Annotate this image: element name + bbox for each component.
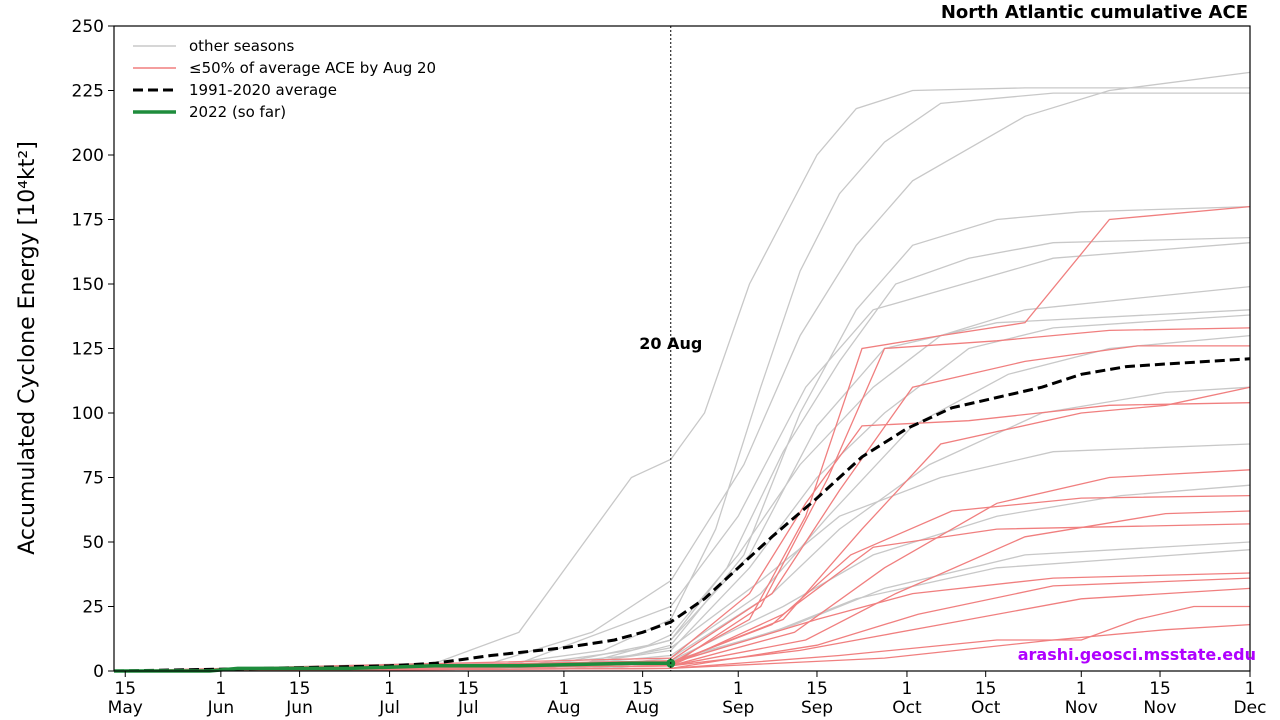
other-season-line-11 — [113, 484, 1251, 672]
low-season-line-13 — [113, 523, 1251, 672]
y-tick-label: 175 — [72, 211, 104, 231]
x-tick-month: Sep — [801, 698, 833, 718]
other-season-line-6 — [113, 285, 1251, 672]
x-tick-month: Jun — [285, 698, 313, 718]
x-tick-day: 15 — [806, 679, 828, 699]
low-season-line-12 — [113, 402, 1251, 672]
low-season-line-5 — [113, 469, 1251, 672]
y-tick-label: 100 — [72, 404, 104, 424]
x-tick-month: Nov — [1065, 698, 1098, 718]
legend-label-low: ≤50% of average ACE by Aug 20 — [189, 59, 436, 77]
other-seasons-series — [113, 71, 1251, 672]
x-tick-month: Jul — [457, 698, 479, 718]
x-tick-day: 15 — [1149, 679, 1171, 699]
x-tick-day: 15 — [632, 679, 654, 699]
x-tick-month: Oct — [892, 698, 922, 718]
low-season-line-10 — [113, 605, 1250, 672]
x-tick-month: Nov — [1143, 698, 1176, 718]
low-seasons-series — [113, 205, 1251, 672]
aug20-annotation: 20 Aug — [639, 334, 702, 353]
x-tick-day: 1 — [733, 679, 744, 699]
y-axis: 0 25 50 75 100 125 150 175 200 225 250 — [72, 17, 114, 682]
x-tick-month: Sep — [722, 698, 754, 718]
other-season-line-3 — [113, 71, 1251, 672]
other-season-line-1 — [113, 87, 1250, 672]
other-season-line-4 — [113, 205, 1251, 672]
legend: other seasons ≤50% of average ACE by Aug … — [133, 37, 436, 121]
x-tick-month: Oct — [971, 698, 1001, 718]
x-tick-day: 1 — [215, 679, 226, 699]
x-tick-day: 15 — [457, 679, 479, 699]
other-season-line-7 — [113, 314, 1251, 672]
legend-label-average: 1991-2020 average — [189, 81, 337, 99]
y-tick-label: 0 — [93, 662, 104, 682]
x-tick-day: 15 — [289, 679, 311, 699]
other-season-line-14 — [113, 242, 1251, 672]
x-tick-month: May — [108, 698, 143, 718]
low-season-line-2 — [113, 327, 1251, 672]
other-season-line-5 — [113, 236, 1251, 672]
x-tick-day: 1 — [558, 679, 569, 699]
legend-label-current: 2022 (so far) — [189, 103, 286, 121]
x-tick-day: 15 — [114, 679, 136, 699]
other-season-line-15 — [113, 309, 1251, 672]
y-tick-label: 150 — [72, 275, 104, 295]
x-tick-month: Jun — [207, 698, 235, 718]
y-tick-label: 125 — [72, 340, 104, 360]
low-season-line-1 — [113, 205, 1251, 672]
current-season-line — [114, 661, 671, 673]
low-season-line-3 — [113, 345, 1250, 672]
y-axis-label: Accumulated Cyclone Energy [10⁴kt²] — [15, 141, 40, 555]
x-tick-day: 15 — [975, 679, 997, 699]
chart-title: North Atlantic cumulative ACE — [941, 2, 1248, 23]
y-tick-label: 200 — [72, 146, 104, 166]
x-tick-day: 1 — [384, 679, 395, 699]
x-tick-month: Jul — [378, 698, 400, 718]
other-season-line-2 — [113, 92, 1250, 672]
y-tick-label: 75 — [82, 469, 104, 489]
x-axis: 15May1Jun15Jun1Jul15Jul1Aug15Aug1Sep15Se… — [108, 671, 1267, 718]
average-line — [113, 357, 1251, 673]
x-tick-day: 1 — [1076, 679, 1087, 699]
average-series — [113, 357, 1251, 673]
y-tick-label: 25 — [82, 598, 104, 618]
x-tick-month: Aug — [626, 698, 659, 718]
low-season-line-11 — [113, 623, 1251, 672]
y-tick-label: 50 — [82, 533, 104, 553]
x-tick-month: Aug — [547, 698, 580, 718]
legend-label-other: other seasons — [189, 37, 294, 55]
y-tick-label: 225 — [72, 82, 104, 102]
x-tick-day: 1 — [1245, 679, 1256, 699]
y-tick-label: 250 — [72, 17, 104, 37]
x-tick-month: Dec — [1234, 698, 1267, 718]
x-tick-day: 1 — [902, 679, 913, 699]
credit-text: arashi.geosci.msstate.edu — [1018, 645, 1256, 664]
